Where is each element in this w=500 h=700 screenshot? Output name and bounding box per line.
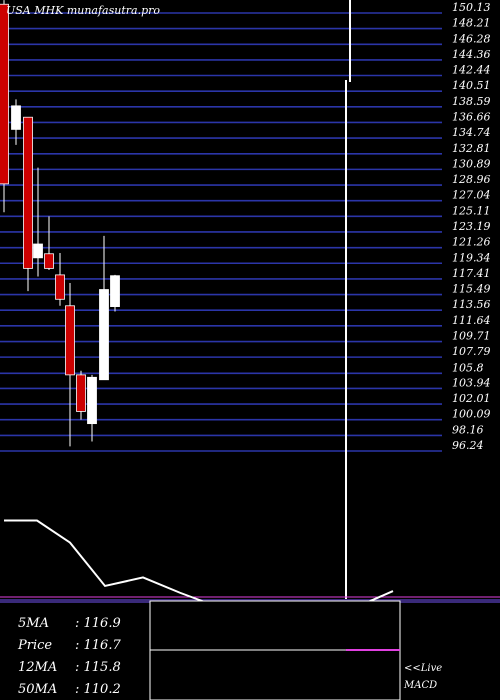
price-tick-label: 127.04 [452,189,491,202]
price-tick-label: 125.11 [452,204,491,217]
price-tick-label: 140.51 [452,79,491,92]
macd-label: MACD [404,680,438,691]
price-tick-label: 138.59 [452,95,491,108]
price-tick-label: 115.49 [452,283,491,296]
candle-body [23,116,33,269]
price-row: Price: 116.7 [18,638,121,653]
ma5-value: 116.9 [83,616,121,631]
price-tick-label: 134.74 [452,126,491,139]
price-tick-labels: 150.13 148.21 146.28 144.36 142.44 140.51 138.… [452,1,491,452]
price-tick-label: 98.16 [452,423,484,436]
candle-body [76,374,86,412]
ma12-row: 12MA: 115.8 [18,660,121,675]
ma50-row: 50MA: 110.2 [18,682,121,697]
candle-body [44,253,54,269]
price-tick-label: 105.8 [452,361,484,374]
price-tick-label: 128.96 [452,173,491,186]
candle-body [65,305,75,376]
price-value: 116.7 [83,638,121,653]
candle-body [110,275,120,307]
candle-body [55,274,65,300]
price-tick-label: 123.19 [452,220,491,233]
ma50-value: 110.2 [83,682,121,697]
ma12-value: 115.8 [83,660,121,675]
price-gridlines [0,12,442,452]
candle-body [0,3,9,185]
price-tick-label: 111.64 [452,314,491,327]
price-tick-label: 146.28 [452,32,491,45]
price-tick-label: 107.79 [452,345,491,358]
price-tick-label: 150.13 [452,1,491,14]
price-tick-label: 132.81 [452,142,491,155]
price-tick-label: 136.66 [452,110,491,123]
chart-title: USA MHK munafasutra.pro [6,4,160,17]
candle-body [99,289,109,381]
ma5-row: 5MA: 116.9 [18,616,121,631]
price-tick-label: 148.21 [452,17,491,30]
price-tick-label: 117.41 [452,267,491,280]
candlesticks [0,0,120,447]
price-tick-label: 142.44 [452,64,491,77]
live-link[interactable]: <<Live [404,663,443,674]
price-tick-label: 109.71 [452,330,491,343]
price-tick-label: 100.09 [452,408,491,421]
live-macd-label[interactable]: <<Live MACD [404,660,442,694]
price-tick-label: 130.89 [452,157,491,170]
price-tick-label: 103.94 [452,376,491,389]
price-tick-label: 119.34 [452,251,491,264]
candle-body [11,105,21,130]
price-tick-label: 113.56 [452,298,491,311]
price-tick-label: 96.24 [452,439,484,452]
candle-body [33,243,43,259]
price-tick-label: 144.36 [452,48,491,61]
candle-body [87,376,97,425]
ma-legend: 5MA: 116.9 Price: 116.7 12MA: 115.8 50MA… [4,612,144,700]
price-tick-label: 102.01 [452,392,491,405]
price-tick-label: 121.26 [452,236,491,249]
